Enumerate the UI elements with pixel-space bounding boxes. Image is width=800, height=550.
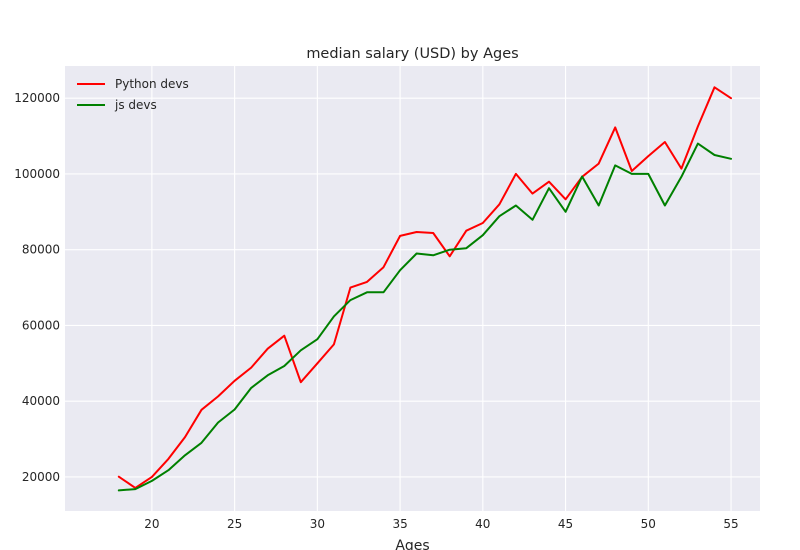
y-tick-label: 60000 <box>22 318 60 332</box>
series-line-1 <box>117 142 732 492</box>
y-tick-label: 80000 <box>22 243 60 257</box>
legend: Python devs js devs <box>77 77 189 112</box>
grid-lines <box>65 66 760 511</box>
y-tick-labels: 20000 40000 60000 80000 100000 120000 <box>14 91 60 484</box>
plot-area <box>65 66 760 511</box>
y-tick-label: 100000 <box>14 167 60 181</box>
x-axis-label: Ages <box>395 538 429 550</box>
x-tick-label: 50 <box>641 517 656 531</box>
legend-label-1: js devs <box>114 98 157 112</box>
x-tick-label: 45 <box>558 517 573 531</box>
x-tick-label: 35 <box>392 517 407 531</box>
series-line-0 <box>117 86 732 489</box>
x-tick-label: 20 <box>144 517 159 531</box>
x-tick-label: 40 <box>475 517 490 531</box>
chart-title: median salary (USD) by Ages <box>306 46 518 62</box>
legend-label-0: Python devs <box>115 77 189 91</box>
y-tick-label: 20000 <box>22 470 60 484</box>
x-tick-label: 30 <box>310 517 325 531</box>
y-tick-label: 120000 <box>14 91 60 105</box>
x-tick-labels: 20 25 30 35 40 45 50 55 <box>144 517 738 531</box>
x-tick-label: 25 <box>227 517 242 531</box>
x-tick-label: 55 <box>723 517 738 531</box>
y-tick-label: 40000 <box>22 394 60 408</box>
series-lines <box>117 86 732 492</box>
